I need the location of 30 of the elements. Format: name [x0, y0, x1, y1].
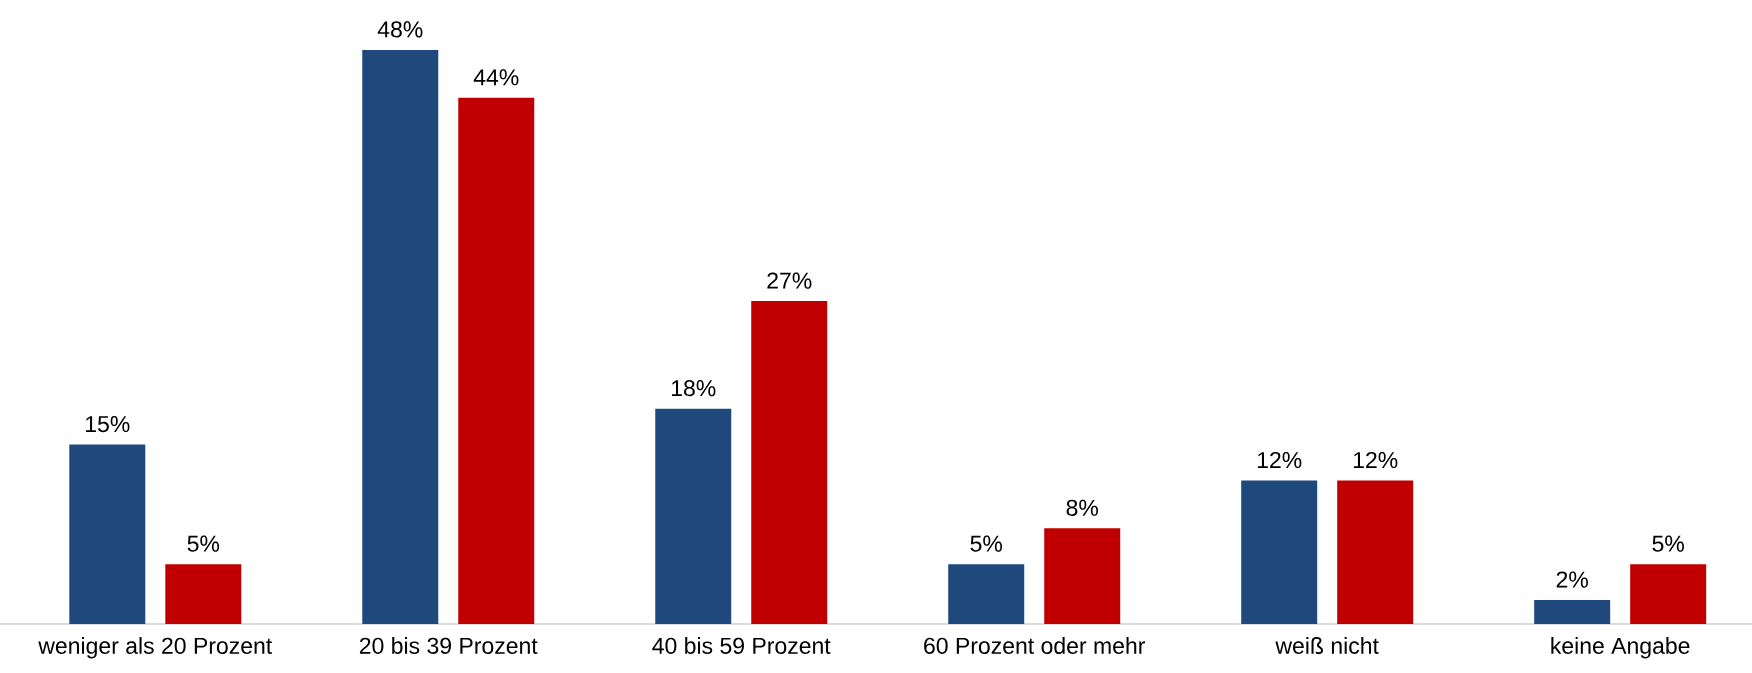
bar: [1044, 528, 1121, 624]
data-label: 8%: [1066, 499, 1099, 516]
data-label: 5%: [187, 535, 220, 552]
x-tick-label: 20 bis 39 Prozent: [359, 637, 538, 654]
data-label: 44%: [473, 69, 519, 86]
bar: [69, 444, 146, 624]
data-label: 12%: [1353, 451, 1398, 469]
data-label: 48%: [377, 21, 423, 38]
bar: [751, 301, 828, 624]
bar: [655, 408, 732, 624]
data-label: 5%: [1652, 535, 1684, 552]
x-tick-label: 40 bis 59 Prozent: [652, 637, 831, 654]
data-label: 18%: [671, 380, 716, 397]
bar: [362, 49, 439, 624]
data-label: 12%: [1257, 451, 1302, 469]
data-label: 27%: [767, 272, 812, 289]
x-tick-label: 60 Prozent oder mehr: [924, 637, 1146, 654]
bar: [458, 97, 535, 624]
data-label: 15%: [86, 416, 130, 433]
data-label: 2%: [1556, 571, 1588, 588]
x-tick-label: keine Angabe: [1551, 637, 1690, 659]
x-tick-label: weiß nicht: [1275, 637, 1379, 654]
bar: [948, 564, 1025, 624]
bar: [1337, 480, 1414, 624]
data-label: 5%: [970, 535, 1003, 552]
bar: [165, 564, 242, 624]
x-tick-label: weniger als 20 Prozent: [38, 637, 273, 659]
bar: [1534, 600, 1611, 624]
bar: [1241, 480, 1318, 624]
bar: [1630, 564, 1707, 624]
